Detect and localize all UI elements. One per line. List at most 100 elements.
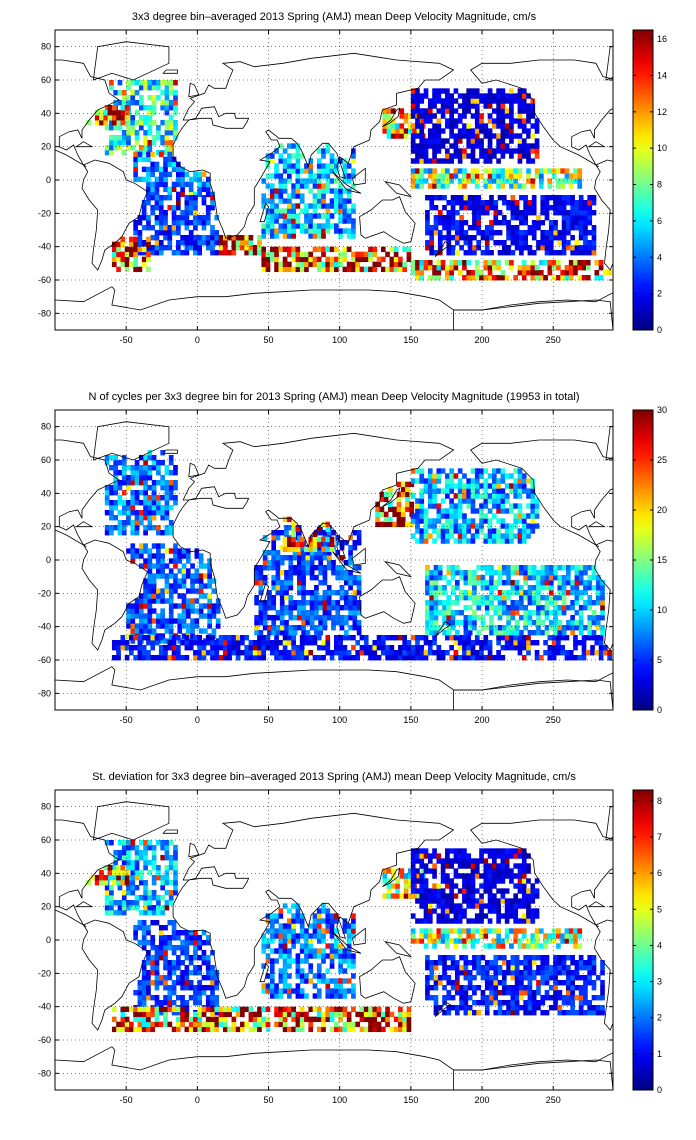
- bin-cell: [158, 925, 164, 931]
- bin-cell: [419, 473, 425, 479]
- bin-cell: [583, 580, 588, 586]
- bin-cell: [278, 246, 284, 253]
- bin-cell: [130, 608, 136, 614]
- bin-cell: [457, 118, 463, 124]
- bin-cell: [103, 875, 109, 881]
- bin-cell: [496, 478, 501, 484]
- bin-cell: [587, 630, 593, 636]
- bin-cell: [158, 1006, 164, 1013]
- bin-cell: [133, 151, 138, 158]
- bin-cell: [467, 590, 473, 596]
- bin-cell: [462, 183, 467, 189]
- bin-cell: [487, 153, 493, 159]
- bin-cell: [295, 173, 301, 179]
- bin-cell: [163, 161, 168, 168]
- bin-cell: [427, 103, 433, 109]
- bin-cell: [457, 655, 463, 661]
- bin-cell: [335, 570, 341, 576]
- bin-cell: [248, 640, 254, 646]
- bin-cell: [351, 266, 356, 273]
- bin-cell: [487, 93, 493, 99]
- bin-cell: [296, 560, 302, 566]
- bin-cell: [436, 488, 442, 494]
- bin-cell: [150, 166, 156, 173]
- bin-cell: [506, 220, 511, 226]
- bin-cell: [376, 256, 382, 263]
- chart-title: N of cycles per 3x3 degree bin for 2013 …: [89, 391, 580, 403]
- bin-cell: [607, 655, 612, 661]
- bin-cell: [143, 578, 148, 584]
- bin-cell: [193, 210, 198, 216]
- bin-cell: [517, 143, 523, 149]
- bin-cell: [287, 1026, 292, 1033]
- bin-cell: [147, 465, 153, 471]
- bin-cell: [210, 965, 215, 971]
- bin-cell: [141, 995, 147, 1001]
- bin-cell: [104, 890, 110, 896]
- bin-cell: [359, 1006, 365, 1013]
- bin-cell: [470, 153, 476, 159]
- bin-cell: [449, 103, 454, 109]
- bin-cell: [420, 118, 426, 124]
- bin-cell: [137, 176, 143, 183]
- bin-cell: [282, 163, 288, 169]
- bin-cell: [523, 620, 528, 626]
- bin-cell: [467, 195, 473, 201]
- bin-cell: [265, 173, 271, 179]
- bin-cell: [113, 90, 119, 96]
- bin-cell: [147, 470, 153, 476]
- bin-cell: [168, 140, 174, 146]
- bin-cell: [210, 205, 215, 211]
- bin-cell: [116, 655, 121, 661]
- bin-cell: [173, 578, 178, 584]
- bin-cell: [104, 490, 110, 496]
- bin-cell: [449, 513, 454, 519]
- bin-cell: [380, 1016, 386, 1023]
- bin-cell: [146, 241, 151, 248]
- bin-cell: [530, 178, 536, 184]
- bin-cell: [566, 220, 571, 226]
- bin-cell: [556, 178, 561, 184]
- bin-cell: [129, 241, 134, 248]
- bin-cell: [133, 236, 138, 243]
- bin-cell: [193, 1016, 198, 1023]
- bin-cell: [231, 640, 237, 646]
- bin-cell: [116, 875, 121, 881]
- bin-cell: [214, 250, 220, 256]
- bin-cell: [496, 260, 501, 266]
- bin-cell: [389, 645, 395, 651]
- bin-cell: [500, 168, 506, 174]
- bin-cell: [570, 225, 575, 231]
- bin-cell: [402, 635, 407, 641]
- bin-cell: [497, 565, 503, 571]
- bin-cell: [151, 618, 157, 624]
- bin-cell: [574, 565, 580, 571]
- bin-cell: [151, 80, 157, 86]
- bin-cell: [143, 628, 148, 634]
- coastline: [686, 53, 696, 238]
- bin-cell: [338, 158, 343, 164]
- bin-cell: [188, 1026, 194, 1033]
- bin-cell: [282, 198, 288, 204]
- bin-cell: [138, 603, 144, 609]
- bin-cell: [331, 600, 336, 606]
- bin-cell: [291, 1016, 296, 1023]
- bin-cell: [287, 635, 292, 641]
- bin-cell: [184, 250, 190, 256]
- bin-cell: [164, 500, 170, 506]
- bin-cell: [380, 645, 386, 651]
- bin-cell: [423, 138, 429, 144]
- bin-cell: [207, 558, 212, 564]
- bin-cell: [551, 650, 557, 656]
- bin-cell: [454, 595, 460, 601]
- bin-cell: [437, 625, 443, 631]
- bin-cell: [389, 261, 395, 268]
- bin-cell: [506, 610, 511, 616]
- bin-cell: [309, 625, 315, 631]
- bin-cell: [352, 565, 358, 571]
- bin-cell: [167, 945, 173, 951]
- bin-cell: [124, 640, 130, 646]
- bin-cell: [415, 518, 420, 524]
- bin-cell: [583, 235, 588, 241]
- bin-cell: [188, 200, 194, 206]
